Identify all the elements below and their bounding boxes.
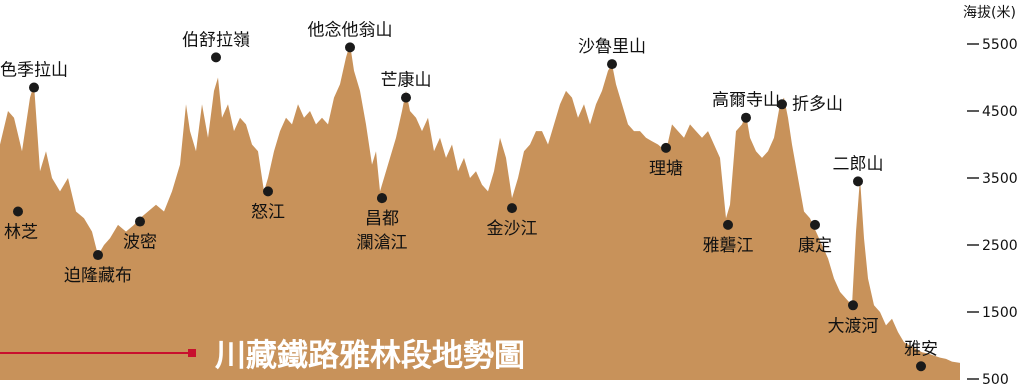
terrain-area bbox=[0, 44, 960, 380]
landmark-marker bbox=[777, 99, 787, 110]
y-tick-label: 4500 bbox=[982, 104, 1018, 120]
y-tick-label: 1500 bbox=[982, 305, 1018, 321]
title-leader-marker bbox=[188, 349, 196, 357]
landmark-label: 大渡河 bbox=[828, 316, 879, 336]
landmark-marker bbox=[377, 193, 387, 204]
landmark-marker bbox=[810, 219, 820, 230]
landmark-label: 芒康山 bbox=[381, 71, 432, 91]
landmark-label: 金沙江 bbox=[487, 219, 538, 239]
landmark-marker bbox=[211, 52, 221, 63]
landmark-label: 沙魯里山 bbox=[578, 37, 646, 57]
landmark-marker bbox=[916, 361, 926, 372]
landmark-marker bbox=[661, 142, 671, 153]
landmark-label: 康定 bbox=[798, 236, 832, 256]
landmark-marker bbox=[401, 92, 411, 103]
landmark-label: 林芝 bbox=[4, 223, 38, 243]
landmark-label: 色季拉山 bbox=[0, 61, 68, 81]
y-axis-label: 海拔(米) bbox=[963, 5, 1016, 21]
landmark-marker bbox=[607, 59, 617, 70]
landmark-label: 波密 bbox=[123, 233, 157, 253]
landmark-label: 雅礱江 bbox=[703, 236, 754, 256]
landmark-marker bbox=[263, 186, 273, 197]
landmark-marker bbox=[13, 206, 23, 217]
y-tick-label: 2500 bbox=[982, 238, 1018, 254]
landmark-marker bbox=[723, 219, 733, 230]
landmark-label: 他念他翁山 bbox=[308, 19, 393, 40]
landmark-marker bbox=[93, 250, 103, 261]
landmark-label: 雅安 bbox=[904, 339, 938, 359]
landmark-marker bbox=[507, 203, 517, 214]
landmark-label: 伯舒拉嶺 bbox=[182, 30, 250, 50]
chart-title-group: 川藏鐵路雅林段地勢圖 bbox=[0, 338, 525, 374]
landmark-label: 折多山 bbox=[792, 94, 843, 114]
y-tick-label: 5500 bbox=[982, 37, 1018, 53]
landmark-label: 昌都 bbox=[365, 209, 399, 229]
y-tick-label: 3500 bbox=[982, 171, 1018, 187]
landmark-marker bbox=[741, 112, 751, 123]
landmark-label: 理塘 bbox=[649, 159, 683, 179]
landmark-marker bbox=[29, 82, 39, 93]
y-tick-labels: 5500 4500 3500 2500 1500 500 bbox=[967, 37, 1018, 387]
chart-title: 川藏鐵路雅林段地勢圖 bbox=[215, 338, 525, 374]
landmark-label: 怒江 bbox=[251, 202, 285, 222]
landmark-marker bbox=[848, 300, 858, 311]
landmark-label: 迫隆藏布 bbox=[64, 266, 132, 286]
landmark-label: 瀾滄江 bbox=[357, 233, 408, 253]
y-axis: 海拔(米) bbox=[963, 5, 1016, 21]
landmark-marker bbox=[135, 216, 145, 227]
y-tick-label: 500 bbox=[982, 372, 1009, 387]
landmark-marker bbox=[345, 42, 355, 53]
landmark-label: 二郎山 bbox=[833, 154, 884, 174]
landmark-label: 高爾寺山 bbox=[712, 91, 780, 111]
landmark-marker bbox=[853, 176, 863, 187]
